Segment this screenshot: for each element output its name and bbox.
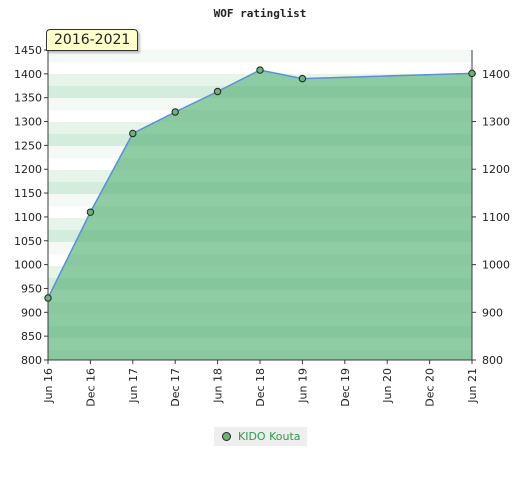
x-tick-label: Dec 19: [339, 368, 352, 407]
x-tick-label: Jun 16: [42, 368, 55, 404]
data-point: [256, 66, 264, 74]
data-point: [213, 87, 222, 96]
legend-marker-kido-kouta: [222, 432, 231, 441]
y-right-tick-label: 1300: [482, 116, 510, 129]
y-left-tick-label: 1100: [14, 211, 42, 224]
y-left-tick-label: 1250: [14, 139, 42, 152]
x-tick-label: Dec 20: [424, 368, 437, 407]
area-stripe: [48, 326, 472, 338]
area-stripe: [48, 278, 472, 290]
chart-title: WOF ratinglist: [214, 7, 307, 20]
x-tick-label: Dec 18: [254, 368, 267, 407]
area-stripe: [48, 134, 472, 146]
data-point: [44, 294, 52, 302]
x-tick-label: Jun 19: [296, 368, 309, 404]
y-left-tick-label: 900: [21, 306, 42, 319]
y-right-tick-label: 1000: [482, 259, 510, 272]
legend-label-kido-kouta: KIDO Kouta: [238, 430, 301, 443]
legend: KIDO Kouta: [214, 427, 307, 446]
area-stripe: [48, 302, 472, 314]
data-point: [468, 69, 476, 78]
y-right-tick-label: 800: [482, 354, 503, 367]
y-right-tick-label: 1100: [482, 211, 510, 224]
y-left-tick-label: 1450: [14, 44, 42, 57]
y-left-tick-label: 1200: [14, 163, 42, 176]
data-point: [298, 74, 307, 83]
data-point: [86, 208, 95, 216]
y-left-tick-label: 850: [21, 330, 42, 343]
series-line-kido-kouta: [47, 69, 473, 299]
x-tick-label: Dec 17: [169, 368, 182, 407]
x-tick-label: Jun 21: [466, 368, 479, 404]
background-stripe: [48, 50, 472, 62]
y-left-tick-label: 1300: [14, 116, 42, 129]
y-right-tick-label: 1200: [482, 163, 510, 176]
y-left-tick-label: 1000: [14, 259, 42, 272]
area-stripe: [48, 158, 472, 170]
area-stripe: [48, 206, 472, 218]
data-point: [171, 108, 179, 116]
y-right-tick-label: 1400: [482, 68, 510, 81]
data-marks: [44, 66, 476, 302]
axes: 800 850 900 950 1000 1050 1100 1150 1200 1250 1300…: [14, 44, 510, 407]
area-stripe: [48, 230, 472, 242]
area-stripe: [48, 254, 472, 266]
x-tick-label: Dec 16: [84, 368, 97, 407]
y-left-tick-label: 950: [21, 282, 42, 295]
y-right-tick-label: 900: [482, 306, 503, 319]
x-tick-label: Jun 17: [127, 368, 140, 404]
y-left-tick-label: 1350: [14, 92, 42, 105]
x-tick-label: Jun 18: [212, 368, 225, 404]
y-left-tick-label: 1150: [14, 187, 42, 200]
y-left-tick-label: 800: [21, 354, 42, 367]
series-area-kido-kouta: [48, 70, 472, 361]
area-stripe: [48, 350, 472, 361]
data-point: [129, 129, 137, 138]
x-tick-label: Jun 20: [381, 368, 394, 404]
area-stripe: [48, 182, 472, 194]
y-left-tick-label: 1050: [14, 235, 42, 248]
date-range-badge: 2016-2021: [46, 29, 139, 51]
y-left-tick-label: 1400: [14, 68, 42, 81]
